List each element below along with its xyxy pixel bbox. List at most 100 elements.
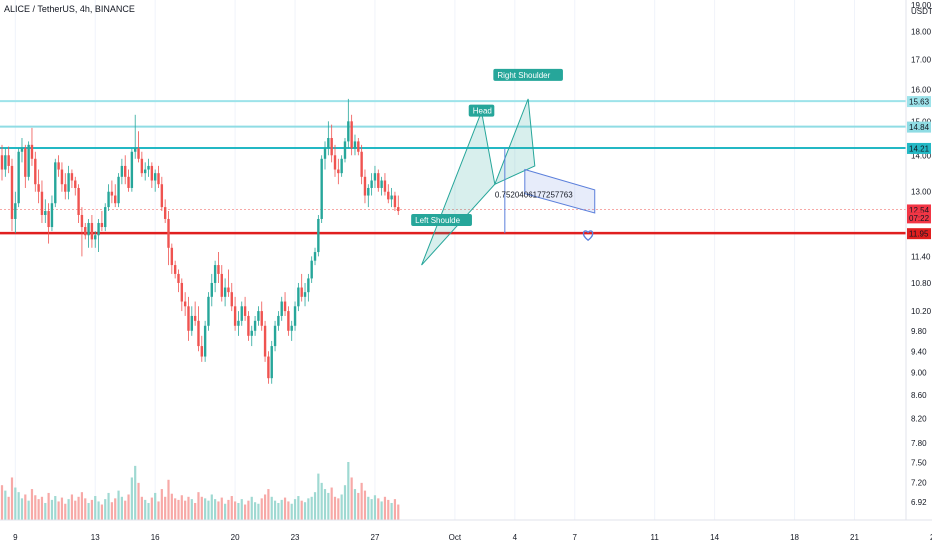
candle: [320, 155, 323, 223]
volume-bar: [337, 498, 340, 520]
volume-bar: [247, 500, 250, 520]
candle: [60, 162, 64, 192]
x-tick-label: 21: [850, 533, 859, 542]
candle: [250, 325, 253, 347]
candle-body: [104, 207, 107, 228]
candle: [290, 320, 293, 341]
candle: [383, 173, 387, 196]
candle-body: [350, 121, 353, 149]
candle: [134, 114, 137, 159]
x-tick-label: 7: [573, 533, 578, 542]
price-tag-box: [907, 212, 931, 224]
candle: [307, 273, 310, 302]
volume-bar: [380, 501, 383, 520]
volume-bar: [293, 499, 297, 520]
volume-bar: [50, 499, 54, 520]
candle-body: [217, 265, 220, 274]
volume-bar: [97, 501, 100, 520]
candle: [147, 158, 150, 177]
volume-bar: [44, 502, 47, 520]
price-tag-text: 14.21: [909, 144, 930, 153]
candle: [84, 222, 87, 240]
volume-bar: [64, 503, 67, 520]
price-tag-box: [907, 121, 931, 133]
volume-bar: [263, 494, 267, 520]
candle-body: [280, 301, 283, 316]
volume-bar: [117, 490, 120, 520]
candle: [350, 114, 353, 156]
volume-bar: [367, 496, 370, 520]
y-tick-label: 6.92: [911, 498, 927, 507]
candle: [160, 176, 164, 212]
candle-body: [207, 296, 210, 326]
candle: [277, 311, 280, 331]
candle: [240, 301, 243, 326]
volume-bar: [124, 500, 127, 520]
candle: [270, 340, 273, 384]
y-tick-label: 14.00: [911, 151, 932, 160]
volume-bar: [277, 502, 280, 520]
candle: [327, 121, 330, 156]
volume-bar: [20, 498, 24, 520]
x-tick-label: 9: [13, 533, 18, 542]
candle: [227, 269, 230, 297]
candle: [27, 141, 30, 181]
volume-bar: [80, 492, 84, 520]
candle: [127, 169, 130, 192]
candle-body: [223, 287, 227, 297]
candle-body: [170, 247, 174, 266]
candle: [367, 184, 370, 208]
candle-body: [34, 158, 37, 185]
candle: [330, 124, 333, 163]
volume-bar: [40, 496, 44, 520]
candle-body: [320, 158, 323, 219]
candle-body: [337, 169, 340, 174]
candle: [173, 260, 177, 279]
y-tick-label: 9.00: [911, 369, 927, 378]
candle: [287, 306, 290, 336]
candle: [50, 195, 54, 232]
volume-bar: [204, 498, 207, 520]
volume-bar: [60, 497, 64, 520]
candle-body: [250, 330, 253, 336]
candle: [30, 127, 34, 166]
candle-body: [330, 138, 333, 156]
candle-body: [30, 144, 34, 159]
candle-body: [273, 325, 277, 347]
volume-bar: [300, 500, 303, 520]
candle-body: [50, 203, 54, 228]
candle-body: [387, 191, 390, 200]
candle-body: [367, 187, 370, 196]
heart-icon: [582, 230, 594, 242]
volume-bar: [327, 492, 330, 520]
candle: [387, 184, 390, 204]
candle: [297, 282, 300, 312]
candle: [390, 187, 393, 208]
volume-bar: [37, 499, 40, 520]
candle-body: [130, 151, 134, 188]
candle: [337, 158, 340, 185]
volume-bar: [180, 495, 183, 520]
volume-bar: [67, 499, 70, 520]
volume-bar: [194, 502, 197, 520]
candle-body: [210, 282, 213, 297]
volume-bar: [307, 498, 310, 520]
candle: [64, 173, 67, 200]
candle-body: [227, 287, 230, 293]
volume-bar: [340, 494, 343, 520]
volume-bar: [144, 499, 147, 520]
price-tag-text: 12.54: [909, 206, 930, 215]
candle: [143, 162, 147, 181]
candle-body: [37, 184, 40, 192]
candle: [313, 247, 317, 266]
candle-body: [117, 176, 120, 204]
y-tick-label: 9.40: [911, 347, 927, 356]
x-tick-label: 23: [291, 533, 300, 542]
x-tick-label: Oct: [449, 533, 462, 542]
candle: [37, 169, 40, 204]
candle-body: [24, 148, 27, 177]
volume-bar: [234, 501, 237, 520]
candle: [110, 180, 114, 204]
candle: [257, 306, 260, 326]
